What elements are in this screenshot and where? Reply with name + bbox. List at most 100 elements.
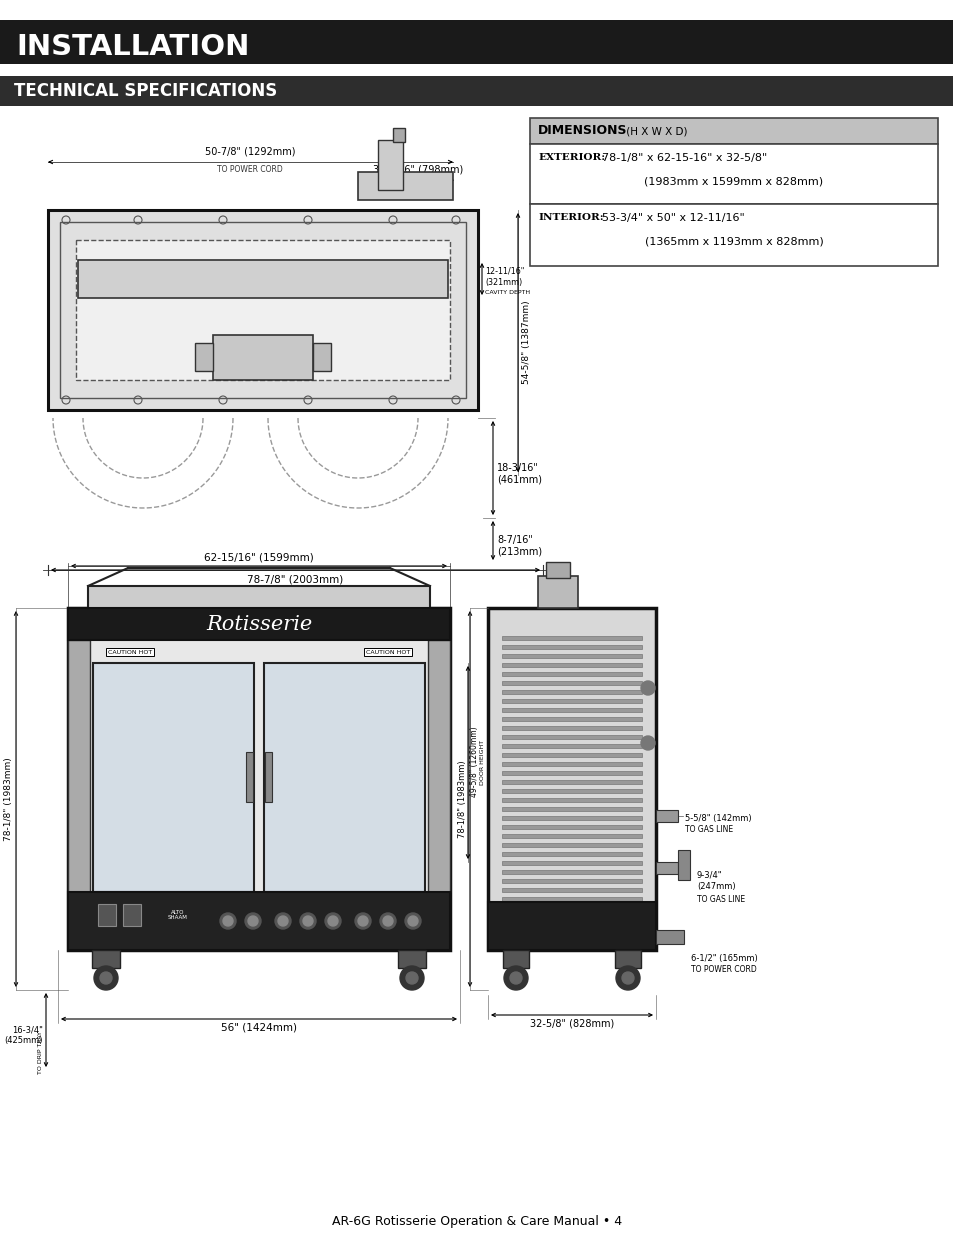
Bar bbox=[501, 816, 641, 820]
Bar bbox=[68, 608, 450, 950]
Bar bbox=[501, 726, 641, 730]
Bar bbox=[501, 806, 641, 811]
Bar bbox=[397, 950, 426, 968]
Text: 9-3/4": 9-3/4" bbox=[697, 871, 721, 879]
Circle shape bbox=[355, 913, 371, 929]
Bar bbox=[428, 640, 450, 892]
Text: 12-11/16": 12-11/16" bbox=[484, 267, 524, 275]
Circle shape bbox=[621, 972, 634, 984]
Bar bbox=[91, 950, 120, 968]
Bar bbox=[501, 897, 641, 902]
Bar bbox=[501, 743, 641, 748]
Text: INTERIOR:: INTERIOR: bbox=[537, 214, 603, 222]
Bar bbox=[615, 950, 640, 968]
Text: TO POWER CORD: TO POWER CORD bbox=[217, 165, 283, 174]
Text: (247mm): (247mm) bbox=[697, 883, 735, 892]
Text: 31-7/16" (798mm): 31-7/16" (798mm) bbox=[373, 164, 462, 174]
Bar bbox=[501, 844, 641, 847]
Text: DOOR HEIGHT: DOOR HEIGHT bbox=[479, 740, 484, 784]
Circle shape bbox=[299, 913, 315, 929]
Text: CAVITY DEPTH: CAVITY DEPTH bbox=[484, 290, 530, 295]
Bar bbox=[502, 950, 529, 968]
Bar bbox=[501, 781, 641, 784]
Text: 78-7/8" (2003mm): 78-7/8" (2003mm) bbox=[247, 576, 343, 585]
Bar bbox=[678, 850, 689, 881]
Circle shape bbox=[382, 916, 393, 926]
Text: CAUTION HOT: CAUTION HOT bbox=[108, 650, 152, 655]
Bar bbox=[265, 752, 272, 802]
Bar bbox=[213, 335, 313, 380]
Bar bbox=[92, 663, 253, 892]
Text: (213mm): (213mm) bbox=[497, 547, 541, 557]
Circle shape bbox=[503, 966, 527, 990]
Text: EXTERIOR:: EXTERIOR: bbox=[537, 153, 604, 163]
Circle shape bbox=[248, 916, 257, 926]
Bar bbox=[48, 210, 477, 410]
Bar bbox=[501, 762, 641, 766]
Bar bbox=[194, 343, 213, 370]
Circle shape bbox=[399, 966, 423, 990]
Bar bbox=[501, 699, 641, 703]
Bar bbox=[501, 825, 641, 829]
Text: 53-3/4" (1365mm): 53-3/4" (1365mm) bbox=[495, 741, 503, 813]
Bar bbox=[68, 608, 450, 640]
Bar bbox=[123, 904, 141, 926]
Bar bbox=[501, 771, 641, 776]
Circle shape bbox=[303, 916, 313, 926]
Text: CAUTION HOT: CAUTION HOT bbox=[366, 650, 410, 655]
Bar bbox=[501, 672, 641, 676]
Circle shape bbox=[277, 916, 288, 926]
Bar bbox=[501, 663, 641, 667]
Circle shape bbox=[274, 913, 291, 929]
Text: AR-6G Rotisserie Operation & Care Manual • 4: AR-6G Rotisserie Operation & Care Manual… bbox=[332, 1215, 621, 1229]
Text: (425mm): (425mm) bbox=[5, 1036, 43, 1046]
Text: (1365mm x 1193mm x 828mm): (1365mm x 1193mm x 828mm) bbox=[644, 237, 822, 247]
Bar bbox=[246, 752, 253, 802]
Circle shape bbox=[406, 972, 417, 984]
Circle shape bbox=[640, 736, 655, 750]
Bar bbox=[501, 636, 641, 640]
Bar bbox=[530, 119, 937, 144]
Bar bbox=[501, 834, 641, 839]
Text: DIMENSIONS: DIMENSIONS bbox=[537, 125, 627, 137]
Bar bbox=[488, 608, 656, 950]
Text: CAVITY HEIGHT: CAVITY HEIGHT bbox=[504, 753, 510, 802]
Bar bbox=[393, 128, 405, 142]
Bar bbox=[0, 20, 953, 64]
Text: 32-5/8" (828mm): 32-5/8" (828mm) bbox=[529, 1019, 614, 1029]
Text: 8-7/16": 8-7/16" bbox=[497, 535, 533, 545]
Bar bbox=[78, 261, 448, 298]
Circle shape bbox=[408, 916, 417, 926]
Bar bbox=[98, 904, 116, 926]
Bar bbox=[313, 343, 331, 370]
Circle shape bbox=[325, 913, 340, 929]
Circle shape bbox=[223, 916, 233, 926]
Bar bbox=[0, 77, 953, 106]
Circle shape bbox=[640, 680, 655, 695]
Bar bbox=[501, 861, 641, 864]
Text: TO POWER CORD: TO POWER CORD bbox=[690, 965, 756, 973]
Bar bbox=[501, 655, 641, 658]
Text: 78-1/8" x 62-15-16" x 32-5/8": 78-1/8" x 62-15-16" x 32-5/8" bbox=[601, 153, 766, 163]
Bar bbox=[501, 869, 641, 874]
Bar bbox=[545, 562, 569, 578]
Circle shape bbox=[328, 916, 337, 926]
Text: Rotisserie: Rotisserie bbox=[206, 615, 312, 634]
Bar bbox=[501, 680, 641, 685]
Circle shape bbox=[100, 972, 112, 984]
Text: ALTO
SHAAM: ALTO SHAAM bbox=[168, 910, 188, 920]
Bar bbox=[76, 240, 450, 380]
Bar bbox=[501, 645, 641, 650]
Bar bbox=[501, 798, 641, 802]
Text: TO GAS LINE: TO GAS LINE bbox=[697, 894, 744, 904]
Bar bbox=[501, 888, 641, 892]
Bar bbox=[357, 172, 453, 200]
Circle shape bbox=[405, 913, 420, 929]
Text: (321mm): (321mm) bbox=[484, 278, 521, 287]
Text: 23-1/2" (597mm): 23-1/2" (597mm) bbox=[137, 914, 209, 923]
Text: 16-3/4": 16-3/4" bbox=[12, 1025, 43, 1035]
Bar bbox=[501, 852, 641, 856]
Bar bbox=[501, 735, 641, 739]
Circle shape bbox=[94, 966, 118, 990]
Text: 50" (1193mm): 50" (1193mm) bbox=[229, 934, 289, 944]
